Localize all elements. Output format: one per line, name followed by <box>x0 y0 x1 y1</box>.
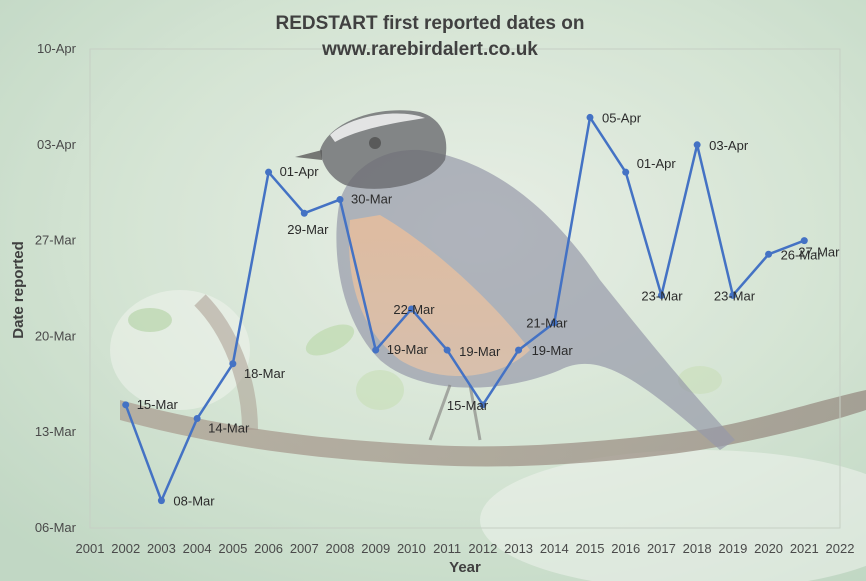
x-tick-label: 2006 <box>254 541 283 556</box>
branch <box>120 390 866 467</box>
data-label: 26-Mar <box>781 247 823 262</box>
data-point <box>265 168 273 176</box>
chart-title-line-2: www.rarebirdalert.co.uk <box>321 39 538 60</box>
data-point <box>800 237 808 245</box>
series-layer: 15-Mar 08-Mar 14-Mar 18-Mar 01-Apr 29-Mar 30-M… <box>122 110 840 509</box>
data-label: 15-Mar <box>447 398 489 413</box>
data-point <box>229 360 237 368</box>
data-label: 22-Mar <box>393 302 435 317</box>
chart-title-line-1: REDSTART first reported dates on <box>276 13 585 34</box>
x-tick-label: 2004 <box>183 541 212 556</box>
data-point <box>693 141 701 149</box>
x-tick-label: 2015 <box>576 541 605 556</box>
data-point <box>157 497 165 505</box>
data-label: 01-Apr <box>637 156 677 171</box>
x-tick-label: 2008 <box>326 541 355 556</box>
x-tick-label: 2002 <box>111 541 140 556</box>
data-label: 21-Mar <box>526 316 568 331</box>
data-label: 23-Mar <box>714 288 756 303</box>
data-label: 29-Mar <box>287 222 329 237</box>
data-point <box>586 113 594 121</box>
x-tick-label: 2003 <box>147 541 176 556</box>
data-label: 19-Mar <box>532 343 574 358</box>
data-label: 14-Mar <box>208 421 250 436</box>
data-label: 18-Mar <box>244 366 286 381</box>
data-label: 19-Mar <box>387 342 429 357</box>
data-label: 30-Mar <box>351 192 393 207</box>
data-label: 01-Apr <box>280 164 320 179</box>
x-tick-label: 2001 <box>76 541 105 556</box>
series-line <box>124 116 805 502</box>
x-tick-label: 2017 <box>647 541 676 556</box>
y-tick-label: 13-Mar <box>35 424 77 439</box>
data-point <box>479 401 487 409</box>
data-point <box>336 196 344 204</box>
leaf <box>305 324 355 356</box>
data-point <box>193 415 201 423</box>
x-tick-label: 2022 <box>826 541 855 556</box>
x-axis-ticks: 2001 2002 2003 2004 2005 2006 2007 2008 2009 2010… <box>76 541 855 556</box>
y-tick-label: 06-Mar <box>35 520 77 535</box>
data-point <box>729 291 737 299</box>
data-point <box>622 168 630 176</box>
bird-forehead <box>330 113 425 142</box>
data-label: 19-Mar <box>459 344 501 359</box>
data-label: 03-Apr <box>709 138 749 153</box>
data-point <box>657 291 665 299</box>
data-point <box>515 346 523 354</box>
data-point <box>300 209 308 217</box>
data-point <box>443 346 451 354</box>
y-tick-label: 03-Apr <box>37 137 77 152</box>
bird-body <box>336 149 735 450</box>
y-tick-label: 27-Mar <box>35 233 77 248</box>
plot-area <box>89 48 841 529</box>
branch-twig <box>194 294 258 431</box>
x-axis-title: Year <box>449 559 481 576</box>
x-tick-label: 2021 <box>790 541 819 556</box>
bird-eye <box>369 137 381 149</box>
data-label: 23-Mar <box>641 288 683 303</box>
y-tick-label: 20-Mar <box>35 328 77 343</box>
x-tick-label: 2014 <box>540 541 569 556</box>
x-tick-label: 2009 <box>361 541 390 556</box>
y-tick-label: 10-Apr <box>37 41 77 56</box>
data-label: 05-Apr <box>602 110 642 125</box>
x-tick-label: 2020 <box>754 541 783 556</box>
data-label: 08-Mar <box>173 494 215 509</box>
y-axis-title: Date reported <box>10 241 27 339</box>
lichen-haze <box>480 450 866 581</box>
x-tick-label: 2013 <box>504 541 533 556</box>
data-point <box>765 250 773 258</box>
data-point <box>550 319 558 327</box>
leaf <box>128 308 172 332</box>
data-point <box>407 305 415 313</box>
data-label: 15-Mar <box>137 397 179 412</box>
bird-beak <box>295 150 322 160</box>
leaf <box>356 370 404 410</box>
data-point <box>372 346 380 354</box>
leaf <box>678 366 722 394</box>
x-tick-label: 2012 <box>468 541 497 556</box>
x-tick-label: 2011 <box>433 541 461 556</box>
x-tick-label: 2016 <box>611 541 640 556</box>
x-tick-label: 2019 <box>718 541 747 556</box>
bird-breast <box>349 215 530 377</box>
x-tick-label: 2007 <box>290 541 319 556</box>
y-axis-ticks: 06-Mar 13-Mar 20-Mar 27-Mar 03-Apr 10-Apr <box>35 41 77 535</box>
data-point <box>122 401 130 409</box>
x-tick-label: 2005 <box>218 541 247 556</box>
data-label: 27-Mar <box>798 245 840 260</box>
x-tick-label: 2018 <box>683 541 712 556</box>
bird-legs <box>428 384 482 441</box>
x-tick-label: 2010 <box>397 541 426 556</box>
